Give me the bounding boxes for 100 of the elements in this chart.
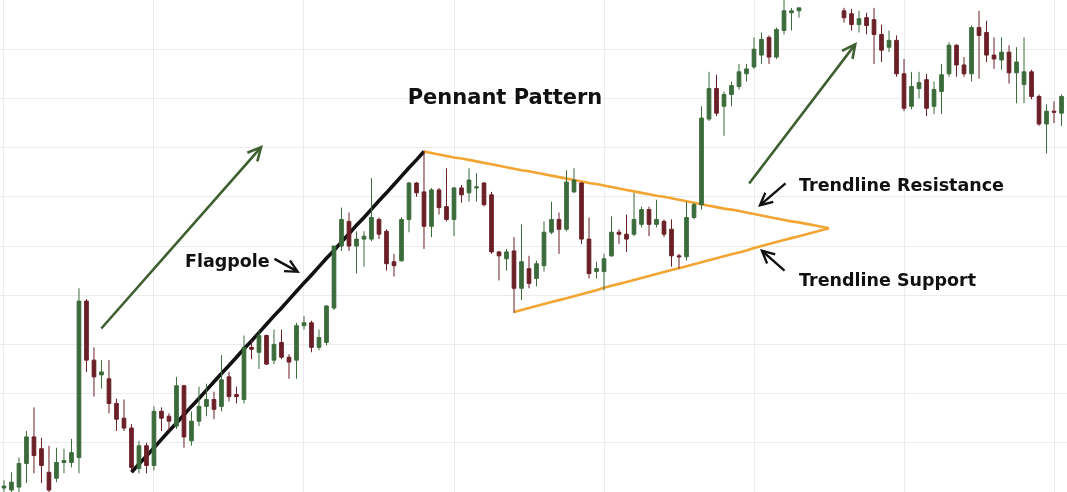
candlestick bbox=[894, 34, 899, 78]
candlestick bbox=[174, 376, 179, 430]
candlestick bbox=[31, 406, 37, 474]
candlestick bbox=[564, 169, 569, 232]
candlestick bbox=[744, 63, 749, 83]
candlestick bbox=[249, 338, 254, 360]
candlestick bbox=[781, 0, 787, 35]
candlestick bbox=[391, 253, 397, 277]
candlestick bbox=[669, 218, 674, 268]
candlestick bbox=[489, 191, 494, 255]
candlestick bbox=[519, 223, 524, 301]
candlestick bbox=[879, 24, 884, 63]
candlestick bbox=[1014, 46, 1019, 104]
candlestick bbox=[939, 63, 944, 115]
candlestick bbox=[241, 335, 247, 404]
candlestick bbox=[279, 329, 284, 360]
candlestick bbox=[69, 438, 74, 468]
candlestick bbox=[1006, 44, 1012, 85]
candlestick bbox=[54, 447, 59, 483]
candlestick bbox=[511, 236, 517, 314]
candlestick bbox=[264, 334, 269, 366]
candlestick bbox=[294, 322, 299, 380]
candlestick bbox=[991, 36, 997, 70]
candlestick bbox=[661, 218, 667, 238]
candlestick bbox=[421, 150, 427, 250]
candlestick bbox=[526, 255, 532, 289]
candlestick bbox=[916, 71, 922, 99]
candlestick bbox=[931, 81, 937, 115]
candlestick bbox=[189, 410, 194, 447]
candlestick bbox=[91, 346, 97, 398]
candlestick bbox=[924, 73, 929, 117]
candlestick bbox=[976, 10, 982, 80]
candlestick bbox=[376, 216, 382, 240]
candlestick bbox=[714, 74, 719, 117]
candlestick bbox=[211, 391, 217, 420]
candlestick bbox=[166, 412, 172, 432]
candlestick bbox=[1, 479, 7, 492]
candlestick bbox=[549, 201, 554, 235]
candlestick bbox=[204, 383, 209, 417]
candlestick bbox=[316, 329, 322, 351]
candlestick bbox=[984, 20, 989, 63]
candlestick bbox=[1044, 103, 1049, 154]
candlestick bbox=[1036, 93, 1042, 127]
candlestick bbox=[684, 201, 689, 262]
candlestick bbox=[736, 63, 742, 91]
candlestick bbox=[534, 260, 539, 287]
candlestick bbox=[706, 71, 712, 122]
candlestick bbox=[789, 7, 794, 31]
candlestick bbox=[631, 192, 637, 237]
candlestick bbox=[9, 471, 14, 492]
candlestick bbox=[121, 399, 127, 432]
candlestick bbox=[676, 253, 682, 270]
candlestick bbox=[766, 34, 772, 65]
candlestick bbox=[961, 56, 967, 78]
candlestick bbox=[84, 298, 89, 373]
candlestick bbox=[541, 220, 547, 273]
candlestick bbox=[796, 7, 802, 19]
candlestick bbox=[99, 359, 104, 390]
candlestick bbox=[496, 250, 502, 281]
candlestick bbox=[406, 181, 412, 233]
candlestick bbox=[466, 167, 472, 203]
candlestick bbox=[159, 406, 164, 432]
candlestick bbox=[571, 167, 577, 194]
candlestick bbox=[909, 71, 914, 110]
candlestick bbox=[39, 437, 44, 484]
candlestick bbox=[774, 27, 779, 60]
candlestick bbox=[354, 230, 359, 275]
candlestick bbox=[586, 216, 592, 279]
candlestick bbox=[639, 206, 644, 228]
candlestick bbox=[504, 248, 509, 272]
candlestick bbox=[1021, 36, 1027, 104]
candlestick bbox=[339, 207, 344, 252]
candlestick bbox=[129, 423, 134, 471]
candlestick bbox=[324, 304, 329, 346]
candlestick bbox=[699, 105, 704, 211]
candlestick bbox=[271, 329, 277, 365]
candlestick bbox=[616, 228, 622, 245]
candlestick bbox=[76, 287, 82, 474]
candlestick bbox=[1029, 69, 1034, 100]
candlestick bbox=[181, 384, 187, 449]
candlestick bbox=[594, 261, 599, 279]
candlestick bbox=[691, 202, 697, 220]
candlestick bbox=[579, 181, 584, 245]
candlestick bbox=[601, 253, 607, 291]
candlestick bbox=[946, 41, 952, 78]
candlestick bbox=[969, 25, 974, 83]
annotation: Trendline Support bbox=[799, 270, 977, 290]
candlestick bbox=[24, 430, 29, 484]
candlestick bbox=[234, 386, 239, 404]
candlestick bbox=[729, 81, 734, 107]
candlestick bbox=[436, 187, 442, 216]
candlestick bbox=[864, 12, 869, 35]
candlestick bbox=[114, 398, 119, 432]
candlestick bbox=[286, 353, 292, 380]
candlestick bbox=[144, 442, 149, 474]
candlestick bbox=[429, 187, 434, 238]
candlestick bbox=[196, 386, 202, 427]
candlestick bbox=[414, 181, 419, 198]
candlestick bbox=[841, 7, 847, 24]
candlestick bbox=[61, 448, 67, 474]
